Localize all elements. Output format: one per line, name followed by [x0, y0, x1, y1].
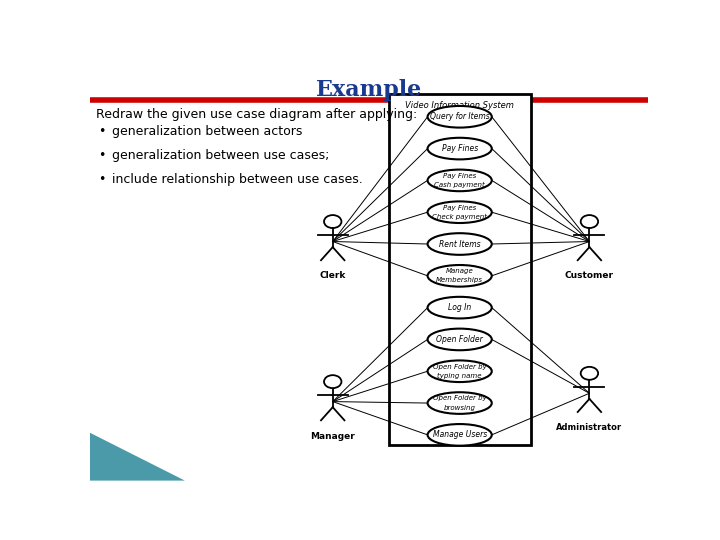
Text: Pay Fines: Pay Fines: [443, 205, 477, 211]
Text: Video Information System: Video Information System: [405, 102, 514, 110]
Ellipse shape: [428, 392, 492, 414]
Text: generalization between actors: generalization between actors: [112, 125, 302, 138]
FancyBboxPatch shape: [389, 94, 531, 446]
Text: Manager: Manager: [310, 431, 355, 441]
Text: Administrator: Administrator: [557, 423, 623, 432]
Text: generalization between use cases;: generalization between use cases;: [112, 149, 330, 162]
Text: •: •: [99, 149, 106, 162]
Text: Memberships: Memberships: [436, 278, 483, 284]
Text: Pay Fines: Pay Fines: [443, 173, 477, 179]
Ellipse shape: [428, 106, 492, 127]
Ellipse shape: [428, 233, 492, 255]
Text: Query for Items: Query for Items: [430, 112, 490, 122]
Text: typing name: typing name: [438, 373, 482, 379]
Ellipse shape: [428, 138, 492, 159]
Text: •: •: [99, 173, 106, 186]
Text: browsing: browsing: [444, 404, 476, 410]
Text: Manage Users: Manage Users: [433, 430, 487, 440]
Text: Pay Fines: Pay Fines: [441, 144, 478, 153]
Text: Open Folder by: Open Folder by: [433, 395, 487, 401]
Text: Clerk: Clerk: [320, 272, 346, 280]
Text: Redraw the given use case diagram after applying:: Redraw the given use case diagram after …: [96, 109, 417, 122]
Text: Rent Items: Rent Items: [439, 240, 480, 248]
Text: Log In: Log In: [448, 303, 472, 312]
Ellipse shape: [428, 360, 492, 382]
Ellipse shape: [428, 201, 492, 223]
Ellipse shape: [428, 297, 492, 319]
Text: include relationship between use cases.: include relationship between use cases.: [112, 173, 363, 186]
Text: •: •: [99, 125, 106, 138]
Polygon shape: [90, 433, 185, 481]
Text: Check payment: Check payment: [432, 214, 487, 220]
Text: Open Folder: Open Folder: [436, 335, 483, 344]
Ellipse shape: [428, 424, 492, 446]
Ellipse shape: [428, 170, 492, 191]
Text: Customer: Customer: [565, 272, 614, 280]
Text: Open Folder by: Open Folder by: [433, 363, 487, 370]
Text: Example: Example: [316, 79, 422, 102]
Ellipse shape: [428, 329, 492, 350]
Text: Manage: Manage: [446, 268, 474, 274]
Ellipse shape: [428, 265, 492, 287]
Text: Cash payment: Cash payment: [434, 182, 485, 188]
